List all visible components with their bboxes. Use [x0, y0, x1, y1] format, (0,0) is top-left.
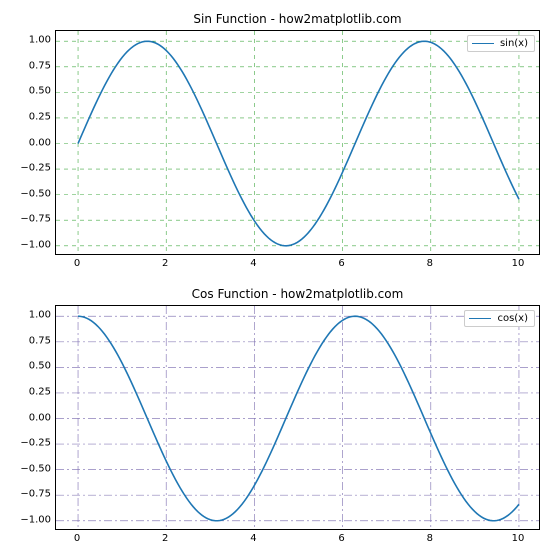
legend-label: sin(x)	[500, 38, 528, 49]
x-tick-label: 0	[74, 530, 80, 544]
legend-swatch	[469, 318, 491, 319]
plot-area: cos(x)	[55, 305, 540, 530]
y-tick-label: 0.00	[29, 137, 55, 148]
y-tick-label: 0.25	[29, 386, 55, 397]
y-tick-label: 0.25	[29, 111, 55, 122]
subplot-bottom: Cos Function - how2matplotlib.comcos(x)−…	[55, 305, 540, 530]
figure: Sin Function - how2matplotlib.com sin(x) −…	[0, 0, 560, 560]
legend: cos(x)	[464, 310, 535, 327]
y-tick-label: −1.00	[20, 239, 55, 250]
plot-svg	[56, 306, 540, 530]
grid	[56, 31, 540, 255]
x-tick-label: 2	[162, 530, 168, 544]
y-tick-label: 0.50	[29, 361, 55, 372]
x-tick-label: 8	[427, 530, 433, 544]
y-tick-label: −0.50	[20, 463, 55, 474]
legend-swatch	[472, 43, 494, 44]
x-tick-label: 10	[512, 530, 525, 544]
y-tick-label: 1.00	[29, 35, 55, 46]
y-tick-label: −0.75	[20, 214, 55, 225]
subplot-top: Sin Function - how2matplotlib.comsin(x)−…	[55, 30, 540, 255]
y-tick-label: 1.00	[29, 310, 55, 321]
y-tick-label: −1.00	[20, 514, 55, 525]
y-tick-label: −0.75	[20, 489, 55, 500]
plot-svg	[56, 31, 540, 255]
x-tick-label: 6	[338, 255, 344, 269]
y-tick-label: −0.25	[20, 163, 55, 174]
x-tick-label: 4	[250, 255, 256, 269]
chart-title: Sin Function - how2matplotlib.com	[55, 12, 540, 26]
y-tick-label: 0.50	[29, 86, 55, 97]
y-tick-label: −0.25	[20, 438, 55, 449]
x-tick-label: 4	[250, 530, 256, 544]
legend-label: cos(x)	[497, 313, 528, 324]
y-tick-label: 0.75	[29, 60, 55, 71]
y-tick-label: 0.00	[29, 412, 55, 423]
x-tick-label: 8	[427, 255, 433, 269]
y-tick-label: 0.75	[29, 335, 55, 346]
x-tick-label: 10	[512, 255, 525, 269]
chart-title: Cos Function - how2matplotlib.com	[55, 287, 540, 301]
x-tick-label: 2	[162, 255, 168, 269]
legend: sin(x)	[467, 35, 535, 52]
grid	[56, 306, 540, 530]
plot-area: sin(x)	[55, 30, 540, 255]
y-tick-label: −0.50	[20, 188, 55, 199]
x-tick-label: 6	[338, 530, 344, 544]
x-tick-label: 0	[74, 255, 80, 269]
